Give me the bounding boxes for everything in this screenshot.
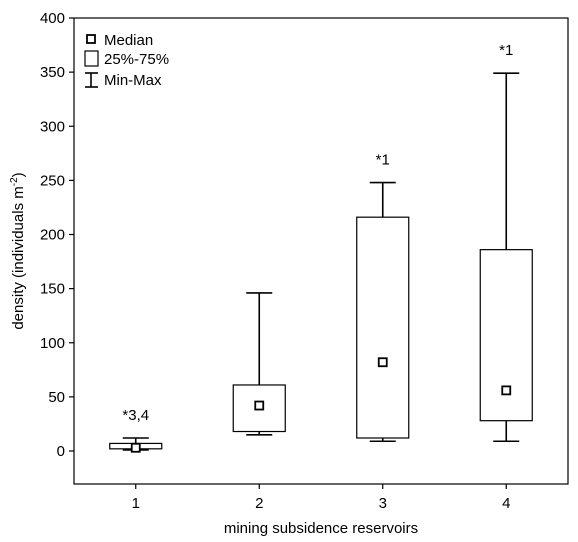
significance-annotation: *1 [376, 152, 390, 169]
y-tick-label: 250 [40, 172, 65, 189]
y-tick-label: 400 [40, 10, 65, 27]
y-tick-label: 200 [40, 227, 65, 244]
y-tick-label: 150 [40, 281, 65, 298]
x-tick-label: 4 [502, 495, 510, 512]
median-marker [130, 442, 141, 453]
x-tick-label: 3 [379, 495, 387, 512]
y-tick-label: 300 [40, 118, 65, 135]
y-tick-label: 350 [40, 64, 65, 81]
y-axis: 0 50 100 150 200 250 300 350 400 [40, 10, 74, 460]
x-tick-label: 2 [255, 495, 263, 512]
legend-label-whisker: Min-Max [104, 72, 162, 89]
y-axis-title-superscript: -2 [9, 177, 20, 186]
x-tick-label: 1 [132, 495, 140, 512]
y-tick-label: 100 [40, 335, 65, 352]
legend-label-box: 25%-75% [104, 51, 169, 68]
legend-label-median: Median [104, 32, 153, 49]
y-axis-title-main: density (individuals m [10, 186, 27, 329]
legend-whisker-symbol [85, 72, 98, 88]
x-axis: 1 2 3 4 [132, 484, 510, 512]
legend: Median 25%-75% Min-Max [84, 32, 169, 89]
boxes [109, 72, 533, 453]
significance-annotation: *1 [499, 42, 513, 59]
legend-median-symbol [86, 34, 96, 44]
significance-annotation: *3,4 [122, 407, 149, 424]
median-marker [254, 400, 265, 411]
legend-box-symbol [84, 50, 99, 67]
median-marker [501, 385, 512, 396]
y-tick-label: 0 [57, 443, 65, 460]
box-iqr [356, 216, 410, 439]
x-axis-title: mining subsidence reservoirs [224, 520, 418, 537]
y-axis-title: density (individuals m-2) [9, 172, 27, 329]
annotations: *3,4 *1 *1 [122, 42, 513, 424]
y-tick-label: 50 [48, 389, 65, 406]
plot-area-frame [73, 17, 569, 485]
y-axis-title-close: ) [10, 172, 27, 177]
median-marker [377, 357, 388, 368]
